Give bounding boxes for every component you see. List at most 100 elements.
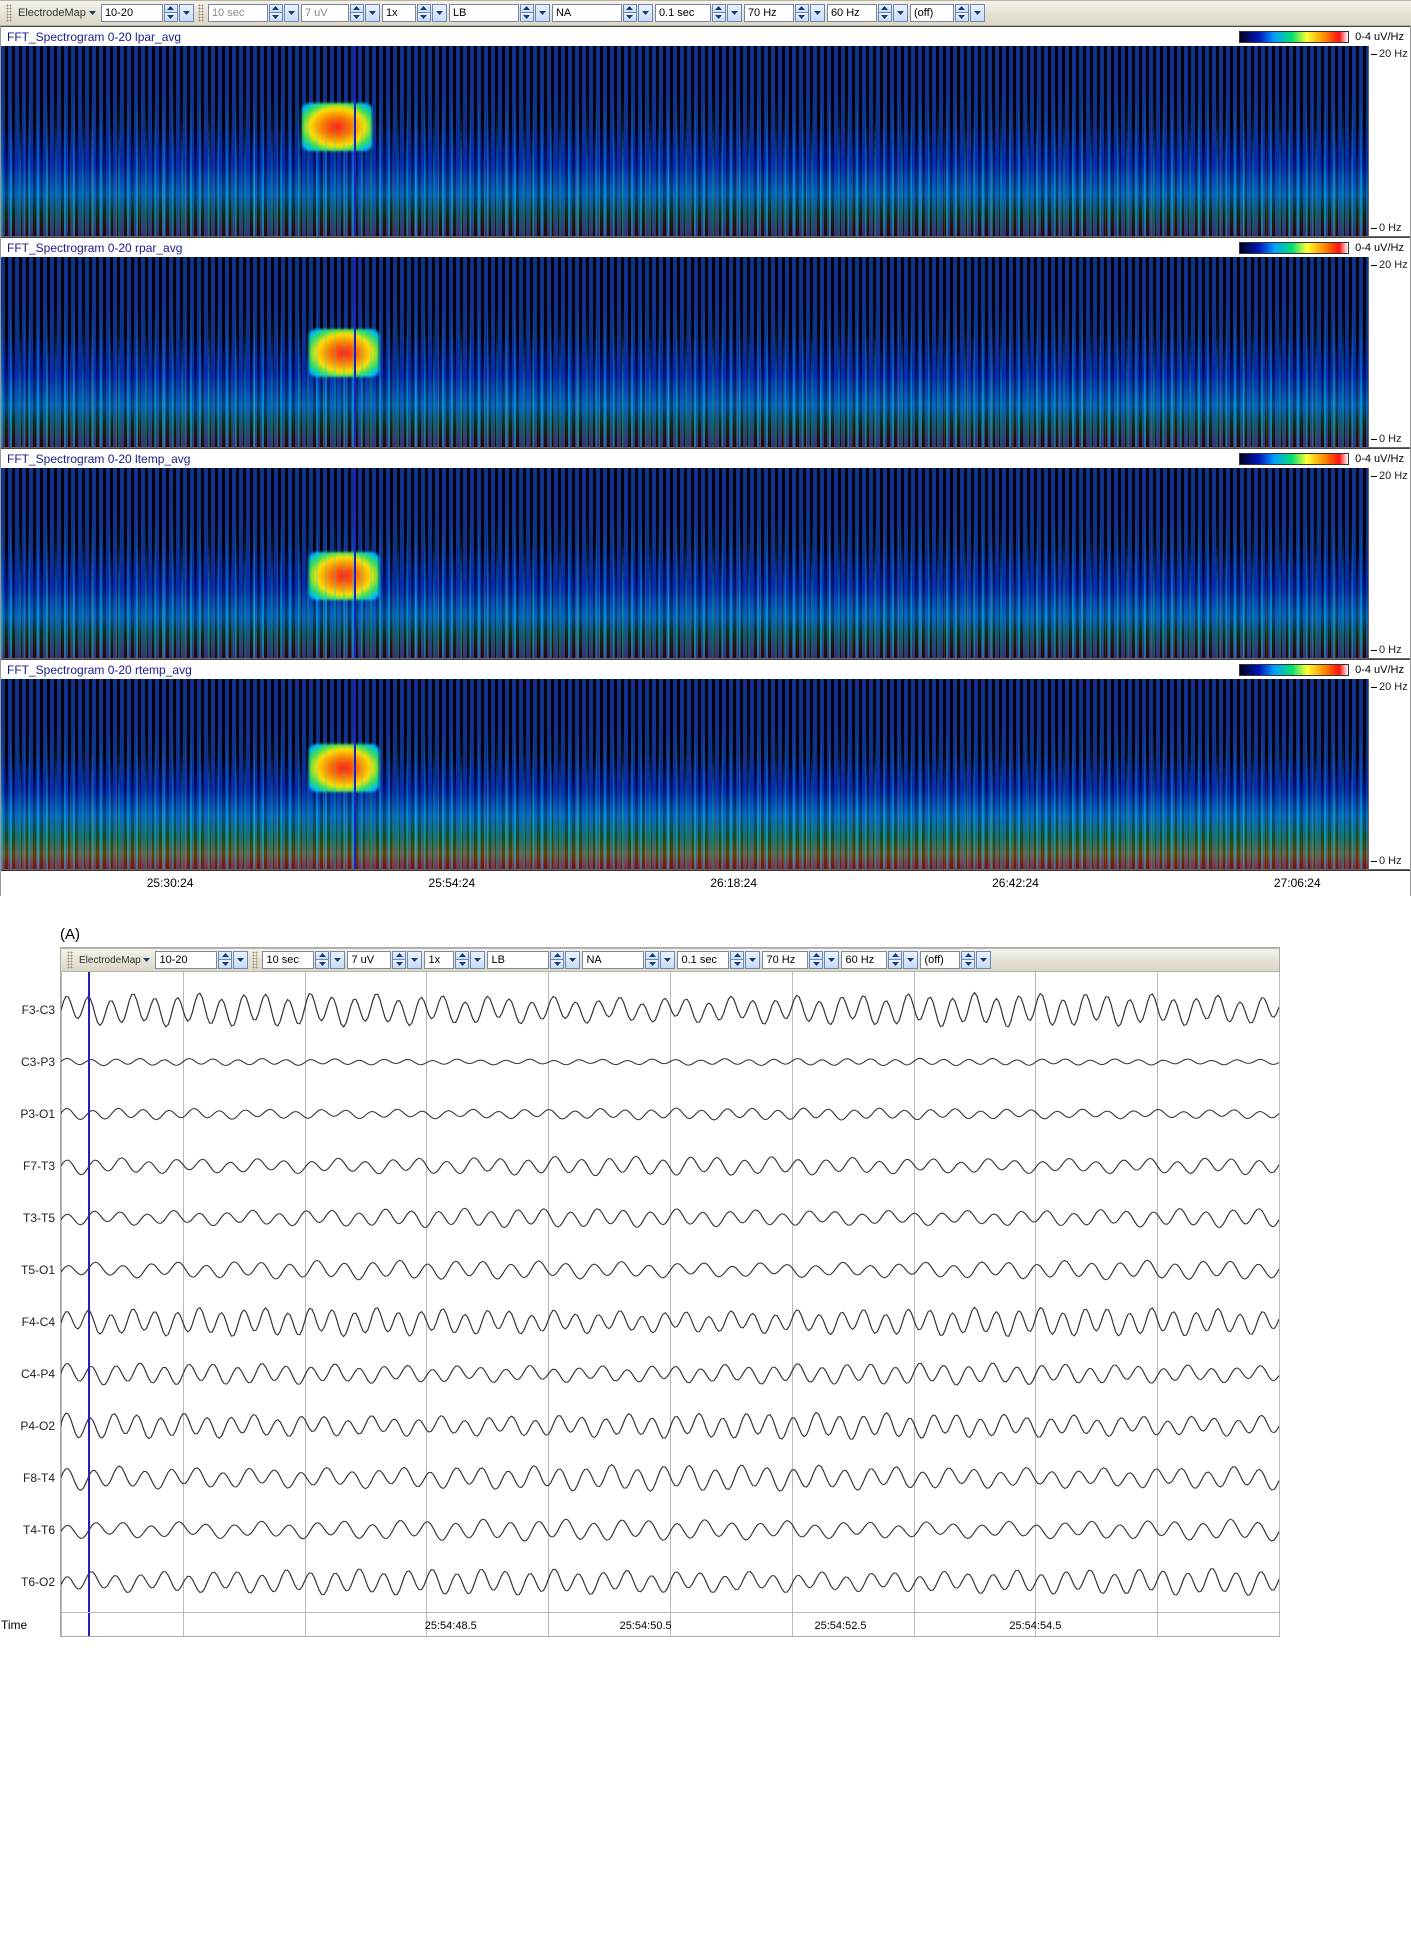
toolbar-spin-7-up[interactable] [888, 951, 902, 960]
electrode-map-spin-up[interactable] [164, 4, 178, 13]
toolbar-spin-2-down[interactable] [455, 960, 469, 969]
colorbar-gradient [1239, 242, 1349, 254]
toolbar-drop-3[interactable] [565, 951, 580, 969]
electrode-map-drop[interactable] [233, 951, 248, 969]
toolbar-field-8[interactable]: (off) [910, 4, 954, 22]
toolbar-spin-3-down[interactable] [550, 960, 564, 969]
time-marker[interactable] [354, 679, 356, 869]
toolbar-spin-8-down[interactable] [955, 13, 969, 22]
toolbar-drop-8[interactable] [976, 951, 991, 969]
toolbar-spin-1-up[interactable] [392, 951, 406, 960]
toolbar-spin-2-up[interactable] [417, 4, 431, 13]
spectrogram-header: FFT_Spectrogram 0-20 rtemp_avg0-4 uV/Hz [1, 659, 1410, 679]
toolbar-drop-0[interactable] [330, 951, 345, 969]
toolbar-spin-4-down[interactable] [623, 13, 637, 22]
toolbar-drop-5[interactable] [727, 4, 742, 22]
toolbar-spin-5-up[interactable] [730, 951, 744, 960]
toolbar-spin-5-down[interactable] [730, 960, 744, 969]
toolbar-grip [198, 4, 204, 22]
toolbar-drop-1[interactable] [407, 951, 422, 969]
toolbar-field-5[interactable]: 0.1 sec [655, 4, 711, 22]
spectrogram-canvas[interactable] [1, 679, 1368, 869]
toolbar-field-6[interactable]: 70 Hz [744, 4, 794, 22]
electrode-map-spin-up[interactable] [218, 951, 232, 960]
toolbar-field-6[interactable]: 70 Hz [762, 951, 808, 969]
toolbar-drop-4[interactable] [638, 4, 653, 22]
toolbar-spin-5-up[interactable] [712, 4, 726, 13]
time-marker[interactable] [354, 257, 356, 447]
spectrogram-canvas[interactable] [1, 46, 1368, 236]
toolbar-spin-8-down[interactable] [961, 960, 975, 969]
toolbar-spin-3-up[interactable] [550, 951, 564, 960]
electrode-map-drop[interactable] [179, 4, 194, 22]
toolbar-spin-1-up[interactable] [350, 4, 364, 13]
toolbar-drop-1[interactable] [365, 4, 380, 22]
time-marker[interactable] [354, 468, 356, 658]
toolbar-spin-1-down[interactable] [392, 960, 406, 969]
time-marker[interactable] [354, 46, 356, 236]
toolbar-drop-6[interactable] [810, 4, 825, 22]
channel-label: P4-O2 [0, 1419, 55, 1433]
toolbar-spin-6-up[interactable] [809, 951, 823, 960]
electrode-map-select[interactable]: 10-20 [155, 951, 217, 969]
toolbar-field-1[interactable]: 7 uV [301, 4, 349, 22]
toolbar-spin-2-down[interactable] [417, 13, 431, 22]
toolbar-spin-4-down[interactable] [645, 960, 659, 969]
toolbar-spin-1-down[interactable] [350, 13, 364, 22]
toolbar-spin-0-down[interactable] [269, 13, 283, 22]
toolbar-spin-0-down[interactable] [315, 960, 329, 969]
electrode-map-label[interactable]: ElectrodeMap [16, 7, 99, 19]
toolbar-spin-6-down[interactable] [809, 960, 823, 969]
toolbar-spin-3-up[interactable] [520, 4, 534, 13]
spectrogram-canvas[interactable] [1, 257, 1368, 447]
toolbar-drop-7[interactable] [903, 951, 918, 969]
toolbar-field-3[interactable]: LB [487, 951, 549, 969]
toolbar-field-2[interactable]: 1x [382, 4, 416, 22]
toolbar-field-0[interactable]: 10 sec [262, 951, 314, 969]
toolbar-spin-8-up[interactable] [955, 4, 969, 13]
toolbar-field-8[interactable]: (off) [920, 951, 960, 969]
toolbar-drop-2[interactable] [432, 4, 447, 22]
toolbar-field-3[interactable]: LB [449, 4, 519, 22]
toolbar-drop-3[interactable] [535, 4, 550, 22]
toolbar-drop-2[interactable] [470, 951, 485, 969]
spectrogram-canvas[interactable] [1, 468, 1368, 658]
eeg-grid[interactable]: F3-C3C3-P3P3-O1F7-T3T3-T5T5-O1F4-C4C4-P4… [61, 972, 1279, 1636]
toolbar-spin-0-up[interactable] [315, 951, 329, 960]
toolbar-field-5[interactable]: 0.1 sec [677, 951, 729, 969]
electrode-map-label[interactable]: ElectrodeMap [77, 955, 153, 966]
toolbar-spin-0-up[interactable] [269, 4, 283, 13]
electrode-map-spin-down[interactable] [164, 13, 178, 22]
toolbar-field-0[interactable]: 10 sec [208, 4, 268, 22]
toolbar-spin-7-down[interactable] [888, 960, 902, 969]
toolbar-spin-7-down[interactable] [878, 13, 892, 22]
colorbar-gradient [1239, 31, 1349, 43]
toolbar-field-1[interactable]: 7 uV [347, 951, 391, 969]
toolbar-drop-7[interactable] [893, 4, 908, 22]
toolbar-drop-4[interactable] [660, 951, 675, 969]
seizure-hotspot [302, 103, 372, 151]
toolbar-field-7[interactable]: 60 Hz [827, 4, 877, 22]
toolbar-field-7[interactable]: 60 Hz [841, 951, 887, 969]
channel-label: F4-C4 [0, 1315, 55, 1329]
toolbar-drop-8[interactable] [970, 4, 985, 22]
eeg-row-T5-O1: T5-O1 [61, 1244, 1279, 1296]
toolbar-spin-4-up[interactable] [623, 4, 637, 13]
toolbar-spin-7-up[interactable] [878, 4, 892, 13]
toolbar-field-2[interactable]: 1x [424, 951, 454, 969]
toolbar-drop-6[interactable] [824, 951, 839, 969]
electrode-map-select[interactable]: 10-20 [101, 4, 163, 22]
toolbar-drop-0[interactable] [284, 4, 299, 22]
toolbar-field-4[interactable]: NA [582, 951, 644, 969]
toolbar-spin-4-up[interactable] [645, 951, 659, 960]
toolbar-spin-2-up[interactable] [455, 951, 469, 960]
electrode-map-spin-down[interactable] [218, 960, 232, 969]
toolbar-spin-6-up[interactable] [795, 4, 809, 13]
toolbar-field-4[interactable]: NA [552, 4, 622, 22]
toolbar-spin-5-down[interactable] [712, 13, 726, 22]
toolbar-spin-3-down[interactable] [520, 13, 534, 22]
toolbar-spin-6-down[interactable] [795, 13, 809, 22]
spectrogram-panel-2: FFT_Spectrogram 0-20 ltemp_avg0-4 uV/Hz2… [1, 448, 1410, 659]
toolbar-drop-5[interactable] [745, 951, 760, 969]
toolbar-spin-8-up[interactable] [961, 951, 975, 960]
